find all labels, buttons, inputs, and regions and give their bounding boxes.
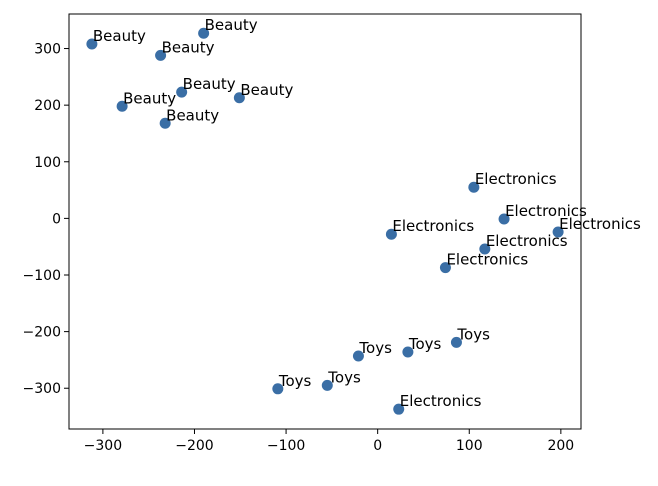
x-tick-label: −300 (84, 438, 122, 454)
y-tick-label: 300 (34, 42, 61, 58)
data-point (176, 86, 188, 98)
y-tick-label: −200 (23, 325, 61, 341)
y-tick-label: −300 (23, 381, 61, 397)
point-label: Electronics (559, 215, 641, 233)
data-point (393, 403, 405, 415)
point-label: Toys (327, 368, 361, 386)
y-tick-label: 0 (52, 211, 61, 227)
y-tick-label: 200 (34, 98, 61, 114)
data-point (321, 379, 333, 391)
data-point (155, 49, 167, 61)
data-point (272, 383, 284, 395)
data-point (552, 226, 564, 238)
point-label: Electronics (505, 202, 587, 220)
y-tick-label: 100 (34, 155, 61, 171)
point-label: Beauty (93, 27, 146, 45)
data-point (86, 38, 98, 50)
point-label: Beauty (166, 106, 219, 124)
point-label: Electronics (486, 232, 568, 250)
data-point (116, 100, 128, 112)
x-tick-label: 200 (547, 438, 574, 454)
x-tick-label: −100 (267, 438, 305, 454)
data-point (352, 350, 364, 362)
data-point (479, 243, 491, 255)
point-label: Beauty (123, 89, 176, 107)
point-label: Toys (408, 335, 442, 353)
points-layer (86, 27, 564, 415)
point-label: Electronics (392, 217, 474, 235)
point-label: Beauty (240, 81, 293, 99)
point-label: Toys (358, 339, 392, 357)
data-point (159, 117, 171, 129)
data-point (498, 213, 510, 225)
x-axis: −300 −200 −100 0 100 200 (84, 429, 574, 454)
point-label: Toys (456, 325, 490, 343)
point-label: Electronics (446, 251, 528, 269)
point-label: Electronics (475, 170, 557, 188)
data-point (468, 181, 480, 193)
data-point (450, 336, 462, 348)
point-label: Toys (278, 372, 312, 390)
point-label: Beauty (205, 16, 258, 34)
point-label: Beauty (162, 38, 215, 56)
x-tick-label: 100 (456, 438, 483, 454)
data-point (385, 228, 397, 240)
point-label: Electronics (400, 392, 482, 410)
plot-area-frame (68, 13, 582, 430)
y-axis: −300 −200 −100 0 100 200 300 (23, 42, 69, 397)
data-point (198, 27, 210, 39)
x-tick-label: 0 (373, 438, 382, 454)
data-point (233, 92, 245, 104)
data-point (402, 346, 414, 358)
data-point (439, 262, 451, 274)
y-tick-label: −100 (23, 268, 61, 284)
x-tick-label: −200 (175, 438, 213, 454)
point-label: Beauty (183, 75, 236, 93)
